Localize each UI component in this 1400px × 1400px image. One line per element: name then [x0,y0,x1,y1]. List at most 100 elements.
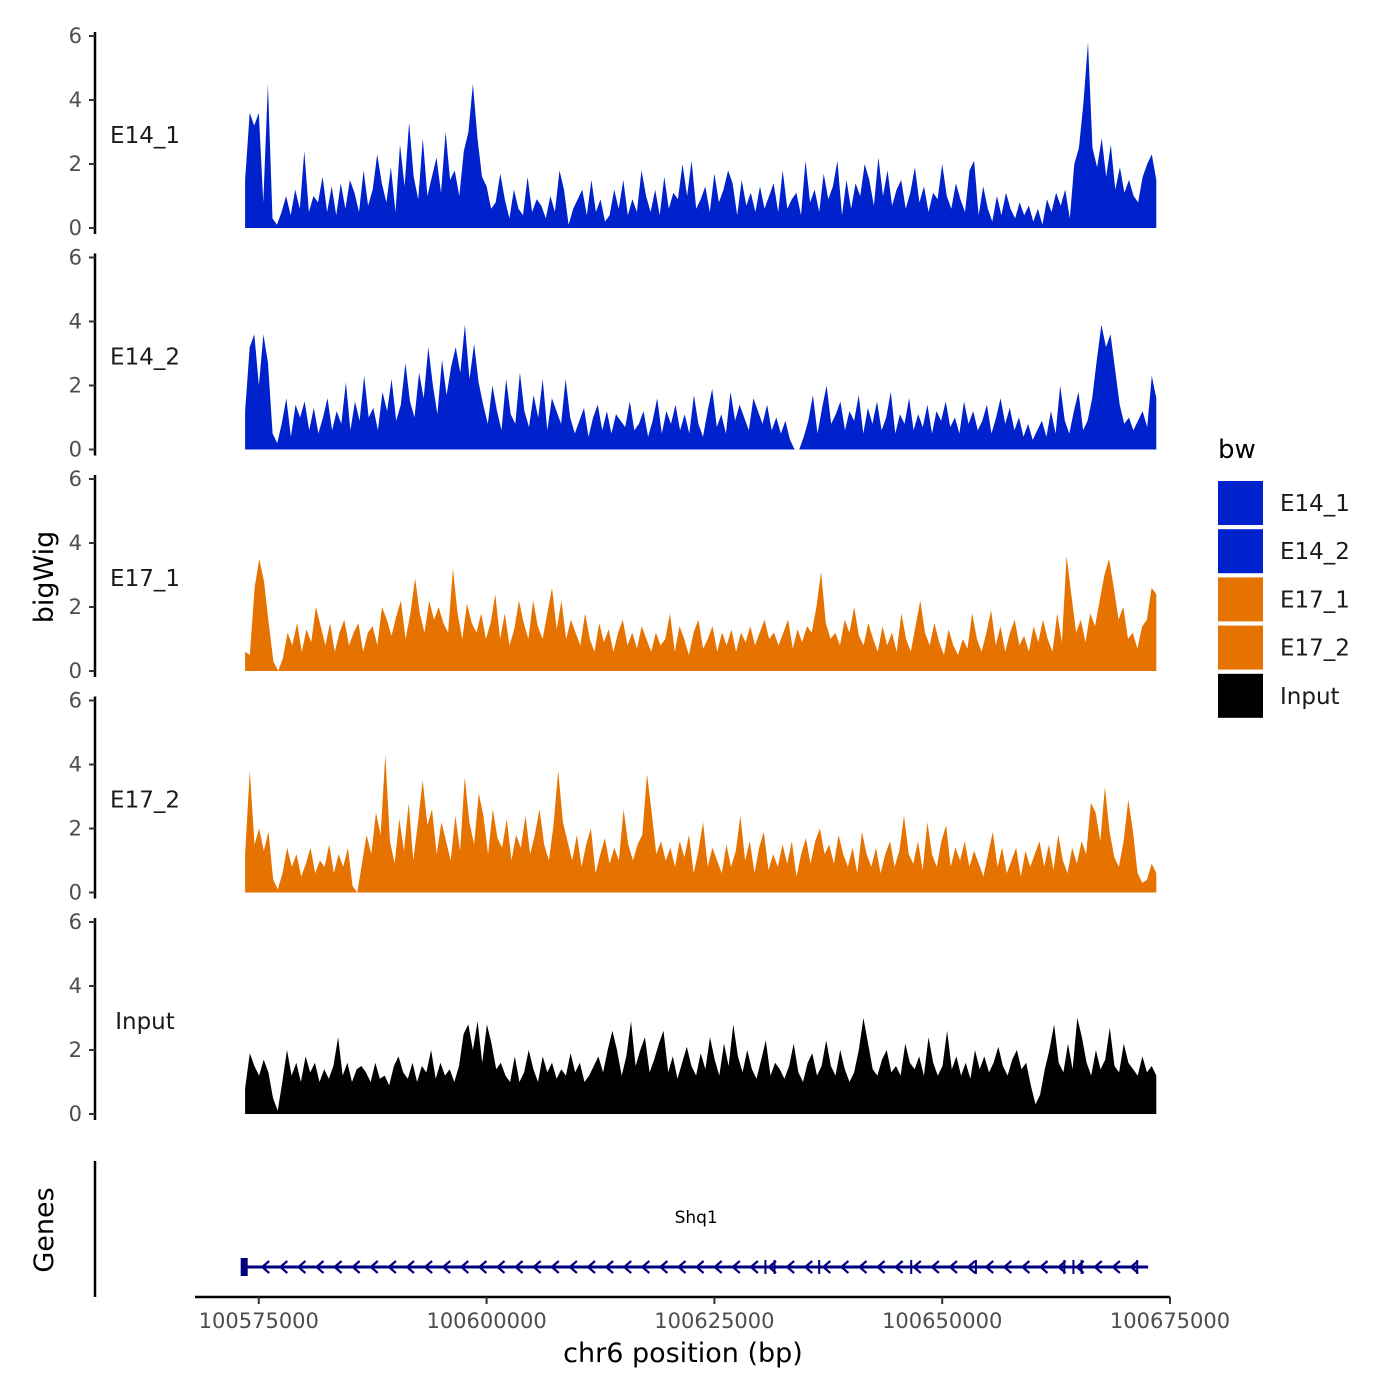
strand-arrow [405,1260,415,1274]
strand-arrow [513,1260,524,1274]
strand-arrow [785,1260,795,1274]
x-tick-label: 100575000 [199,1309,319,1333]
legend-label: E14_2 [1280,539,1350,565]
legend-label: E17_2 [1280,636,1350,662]
y-tick-label: 6 [69,467,82,491]
y-tick-label: 2 [69,374,82,398]
x-tick-label: 100600000 [426,1309,546,1333]
strand-arrow [839,1260,850,1274]
track-e17-1: 0 2 4 6 E17_1 [69,467,1157,683]
strand-arrow [423,1260,433,1274]
y-axis-title: bigWig [29,531,60,624]
y-tick-label: 6 [69,910,82,934]
gene-shq1: Shq1 [240,1208,1149,1276]
legend-entry-e17-2: E17_2 [1218,625,1350,670]
exon [818,1260,821,1274]
strand-arrow [894,1260,904,1274]
strand-arrow [351,1260,361,1274]
legend-entry-input: Input [1218,673,1340,718]
exon [910,1260,913,1274]
signal-tracks: 0 2 4 6 E14_1 0 2 4 6 E14_2 0 2 4 6 E17_1 0 2 4 6 E17_2 0 2 4 6… [69,24,1157,1126]
y-tick-label: 4 [69,531,82,555]
track-e17-2: 0 2 4 6 E17_2 [69,689,1157,905]
y-tick-label: 2 [69,817,82,841]
legend-entry-e14-2: E14_2 [1218,529,1350,574]
y-tick-label: 6 [69,246,82,270]
exon [1063,1260,1066,1274]
y-tick-label: 6 [69,689,82,713]
signal-area [245,324,1157,450]
x-axis: 100575000 100600000 100625000 100650000 1006… [195,1295,1230,1333]
strand-arrow [550,1260,560,1274]
exon [1136,1260,1139,1274]
track-e14-2: 0 2 4 6 E14_2 [69,246,1157,462]
strand-arrow [296,1260,307,1274]
strand-arrow [622,1260,632,1274]
legend-swatch [1218,481,1263,525]
strand-arrow [713,1260,723,1274]
exon [764,1260,767,1274]
strand-arrow [369,1260,379,1274]
y-tick-label: 6 [69,24,82,48]
strand-arrow [1038,1260,1049,1274]
strand-arrow [1020,1260,1031,1274]
strand-arrow [640,1260,651,1274]
y-tick-label: 0 [69,438,82,462]
y-tick-label: 4 [69,88,82,112]
strand-arrow [658,1260,669,1274]
y-tick-label: 4 [69,753,82,777]
y-tick-label: 0 [69,659,82,683]
y-tick-label: 0 [69,1102,82,1126]
legend-label: E17_1 [1280,587,1350,613]
legend-swatch [1218,577,1263,622]
legend-entry-e14-1: E14_1 [1218,481,1350,525]
strand-arrow [694,1260,705,1274]
legend: E14_1 E14_2 E17_1 E17_2 Input [1218,481,1350,718]
exon [773,1260,776,1274]
track-label: E14_2 [110,345,180,371]
strand-arrow [314,1260,325,1274]
strand-arrow [532,1260,542,1274]
strand-arrow [1111,1260,1121,1274]
strand-arrow [912,1260,922,1274]
track-label: E14_1 [110,123,180,149]
x-axis-title: chr6 position (bp) [563,1338,803,1369]
strand-arrow [749,1260,759,1274]
strand-arrow [332,1260,343,1274]
signal-area [245,754,1157,893]
y-tick-label: 0 [69,216,82,240]
track-input: 0 2 4 6 Input [69,910,1157,1126]
strand-arrow [803,1260,813,1274]
track-e14-1: 0 2 4 6 E14_1 [69,24,1157,240]
strand-arrow [1056,1260,1067,1274]
exon [240,1258,248,1276]
strand-arrow [984,1260,994,1274]
strand-arrow [857,1260,868,1274]
strand-arrow [930,1260,940,1274]
strand-arrow [495,1260,506,1274]
y-tick-label: 4 [69,310,82,334]
strand-arrow [731,1260,741,1274]
x-tick-label: 100650000 [882,1309,1002,1333]
strand-arrow [821,1260,832,1274]
strand-arrow [387,1260,397,1274]
signal-area [245,1018,1157,1114]
strand-arrow [1129,1260,1139,1274]
strand-arrow [477,1260,488,1274]
y-tick-label: 2 [69,152,82,176]
legend-title: bw [1218,435,1256,465]
legend-label: E14_1 [1280,491,1350,517]
strand-arrow [260,1260,270,1274]
gene-name-label: Shq1 [675,1208,718,1228]
x-tick-label: 100625000 [654,1309,774,1333]
y-tick-label: 2 [69,595,82,619]
strand-arrow [459,1260,470,1274]
strand-arrow [966,1260,976,1274]
strand-arrow [875,1260,886,1274]
strand-arrow [1093,1260,1103,1274]
y-tick-label: 0 [69,881,82,905]
y-tick-label: 4 [69,974,82,998]
strand-arrow [278,1260,289,1274]
legend-entry-e17-1: E17_1 [1218,577,1350,622]
